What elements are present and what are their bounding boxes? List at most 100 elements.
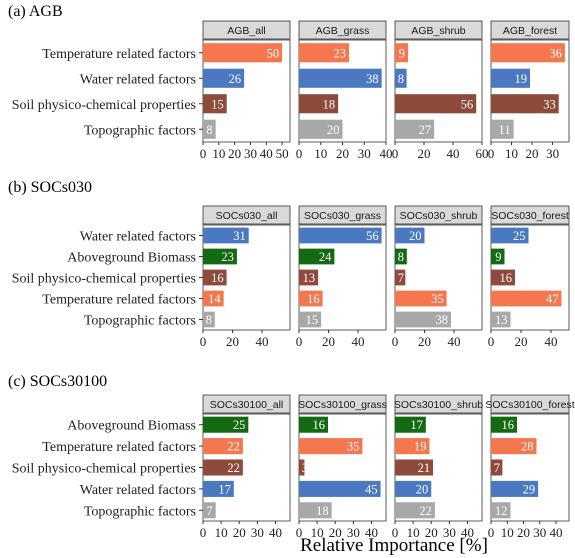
bar-soil-physico-chemical-properties: [395, 94, 477, 114]
x-tick-label: 0: [296, 525, 303, 540]
bar-temperature-related-factors: [299, 43, 350, 63]
bar-soil-physico-chemical-properties: [395, 269, 406, 286]
bar-value-label: 17: [410, 418, 423, 432]
bar-soil-physico-chemical-properties: [203, 459, 243, 476]
bar-water-related-factors: [299, 68, 382, 88]
facet-strip-label: SOCs030_shrub: [400, 210, 478, 222]
x-tick-label: 20: [425, 525, 438, 540]
facet-strip: [298, 394, 387, 414]
x-tick-label: 30: [251, 525, 264, 540]
bar-water-related-factors: [491, 68, 530, 88]
facet-socs030-shrub: SOCs030_shrub 20 8 7 35 38 0 20 40: [392, 205, 483, 349]
x-tick-label: 0: [488, 525, 495, 540]
facet-strip-label: SOCs30100_forest: [485, 399, 574, 411]
x-tick-label: 30: [244, 146, 257, 161]
bar-water-related-factors: [299, 227, 382, 244]
bar-value-label: 35: [431, 292, 444, 306]
facet-agb-forest: AGB_forest 36 19 33 11 0 10 20 30: [488, 20, 570, 161]
panel-group-2: (b) SOCs030 Water related factors Abovegro…: [8, 179, 570, 349]
bar-water-related-factors: [203, 68, 245, 88]
bar-value-label: 33: [543, 97, 556, 111]
bar-value-label: 29: [523, 482, 536, 496]
bar-soil-physico-chemical-properties: [299, 459, 305, 476]
category-label-soil-physico-chemical-properties: Soil physico-chemical properties: [12, 98, 196, 113]
facet-strip-label: SOCs030_grass: [304, 210, 381, 222]
category-label-topographic-factors: Topographic factors: [84, 314, 196, 329]
bar-soil-physico-chemical-properties: [203, 269, 227, 286]
x-tick-label: 40: [269, 525, 282, 540]
x-tick-label: 10: [407, 525, 420, 540]
bar-soil-physico-chemical-properties: [299, 269, 319, 286]
bar-aboveground-biomass: [491, 416, 517, 433]
bar-value-label: 22: [227, 440, 240, 454]
bar-aboveground-biomass: [395, 248, 407, 265]
bar-value-label: 8: [206, 313, 212, 327]
bar-value-label: 50: [267, 46, 280, 60]
facet-agb-shrub: AGB_shrub 9 8 56 27 0 20 40 60: [392, 20, 489, 161]
facet-strip-label: SOCs030_all: [216, 210, 278, 222]
facet-strip-label: AGB_forest: [503, 25, 557, 37]
bar-aboveground-biomass: [203, 248, 237, 265]
bar-value-label: 47: [546, 292, 559, 306]
x-tick-label: 40: [255, 334, 268, 349]
bar-topographic-factors: [299, 119, 343, 139]
bar-water-related-factors: [203, 227, 249, 244]
x-tick-label: 0: [200, 334, 207, 349]
x-tick-label: 40: [380, 146, 393, 161]
bar-value-label: 26: [229, 72, 242, 86]
x-tick-label: 40: [550, 525, 563, 540]
group-title: (b) SOCs030: [8, 179, 92, 196]
bar-value-label: 9: [399, 46, 405, 60]
bar-value-label: 9: [495, 250, 501, 264]
facet-strip: [394, 20, 483, 40]
bar-value-label: 25: [513, 229, 526, 243]
bar-topographic-factors: [491, 119, 514, 139]
facet-strip: [202, 205, 291, 225]
bar-value-label: 21: [418, 461, 431, 475]
group-title: (c) SOCs30100: [8, 373, 107, 390]
bar-value-label: 16: [211, 271, 224, 285]
bar-water-related-factors: [203, 480, 234, 497]
bar-value-label: 3: [302, 461, 308, 475]
x-tick-label: 50: [276, 146, 289, 161]
bar-aboveground-biomass: [299, 416, 328, 433]
bar-topographic-factors: [203, 311, 215, 328]
bar-topographic-factors: [299, 311, 322, 328]
bar-aboveground-biomass: [299, 248, 335, 265]
x-tick-label: 40: [461, 525, 474, 540]
facet-strip-label: AGB_shrub: [411, 25, 465, 37]
facet-strip: [202, 20, 291, 40]
bar-value-label: 56: [461, 97, 474, 111]
bar-water-related-factors: [299, 480, 381, 497]
bar-temperature-related-factors: [491, 290, 562, 307]
bar-value-label: 7: [398, 271, 404, 285]
category-label-aboveground-biomass: Aboveground Biomass: [67, 251, 196, 266]
x-tick-label: 30: [533, 525, 546, 540]
facet-socs30100-forest: SOCs30100_forest 16 28 7 29 120 10 20 30 40: [485, 394, 575, 540]
bar-value-label: 35: [347, 440, 360, 454]
bar-value-label: 19: [414, 440, 427, 454]
x-tick-label: 0: [392, 525, 399, 540]
category-label-topographic-factors: Topographic factors: [84, 123, 196, 138]
bar-value-label: 15: [211, 97, 224, 111]
bar-topographic-factors: [395, 311, 452, 328]
x-tick-label: 0: [392, 334, 399, 349]
x-tick-label: 20: [517, 525, 530, 540]
x-tick-label: 30: [546, 146, 559, 161]
x-tick-label: 30: [443, 525, 456, 540]
x-tick-label: 30: [347, 525, 360, 540]
bar-value-label: 38: [366, 72, 379, 86]
bar-value-label: 11: [499, 123, 511, 137]
bar-temperature-related-factors: [395, 290, 447, 307]
bar-water-related-factors: [395, 227, 425, 244]
bar-value-label: 20: [409, 229, 422, 243]
bar-topographic-factors: [491, 502, 511, 519]
x-tick-label: 0: [296, 146, 303, 161]
x-tick-label: 20: [515, 334, 528, 349]
bar-aboveground-biomass: [203, 416, 249, 433]
facet-socs30100-grass: SOCs30100_grass 16 35 3 45 18 0 10 20 30 40: [296, 394, 387, 540]
facet-strip: [394, 394, 483, 414]
bar-value-label: 16: [313, 418, 326, 432]
category-label-topographic-factors: Topographic factors: [84, 504, 196, 519]
